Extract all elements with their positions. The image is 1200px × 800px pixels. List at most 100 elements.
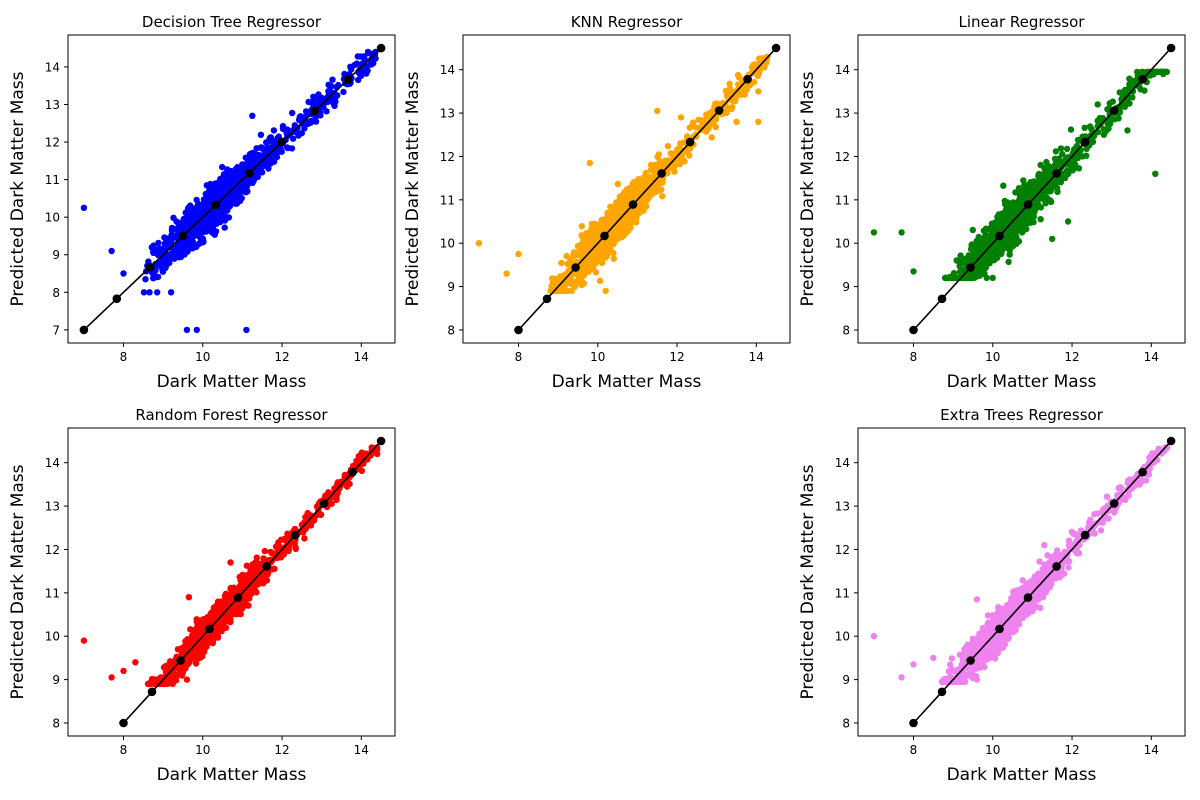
outlier-point — [1152, 170, 1159, 177]
y-tick-label: 7 — [52, 323, 60, 337]
axes-frame — [462, 34, 791, 344]
y-tick-label: 8 — [842, 323, 850, 337]
data-point — [1109, 98, 1117, 105]
data-point — [699, 120, 707, 127]
data-point — [1134, 68, 1141, 76]
chart-title: Decision Tree Regressor — [142, 13, 322, 31]
data-point — [162, 241, 169, 248]
data-point — [270, 127, 278, 134]
outlier-point — [120, 270, 127, 277]
data-point — [673, 155, 680, 162]
outlier-point — [755, 88, 762, 95]
outlier-point — [370, 60, 377, 67]
data-point — [257, 144, 264, 151]
data-point — [708, 134, 715, 141]
reference-marker — [771, 43, 781, 53]
data-point — [960, 266, 967, 274]
data-point — [326, 87, 334, 95]
reference-marker — [995, 231, 1004, 241]
data-point — [168, 231, 175, 238]
x-tick-label: 14 — [1144, 350, 1159, 364]
data-point — [1002, 201, 1009, 208]
data-point — [1126, 81, 1133, 88]
data-point — [226, 203, 234, 210]
data-point — [588, 252, 595, 259]
data-point — [614, 180, 622, 188]
data-point — [159, 265, 166, 272]
data-point — [234, 194, 241, 202]
reference-marker — [343, 75, 353, 84]
data-point — [216, 214, 224, 222]
data-point — [1015, 185, 1023, 192]
reference-marker — [743, 74, 752, 84]
data-point — [659, 193, 666, 200]
data-point — [1096, 115, 1104, 122]
data-point — [1044, 165, 1052, 172]
data-point — [578, 278, 585, 285]
outlier-point — [243, 326, 250, 334]
data-point — [1019, 229, 1026, 236]
data-point — [1013, 233, 1020, 241]
data-point — [1039, 177, 1047, 185]
x-tick-label: 8 — [910, 350, 918, 364]
data-point — [1130, 77, 1138, 85]
reference-marker — [600, 231, 609, 241]
outlier-point — [870, 229, 878, 236]
data-point — [155, 239, 162, 247]
data-point — [1002, 208, 1009, 215]
outlier-point — [1160, 70, 1167, 78]
data-point — [1040, 195, 1047, 203]
data-point — [944, 274, 951, 282]
data-point — [998, 248, 1005, 255]
data-point — [625, 213, 632, 220]
data-point — [969, 226, 976, 234]
data-point — [619, 230, 626, 237]
y-tick-label: 12 — [835, 150, 850, 164]
outlier-point — [898, 229, 905, 236]
x-axis-label: Dark Matter Mass — [157, 372, 307, 392]
data-point — [599, 241, 606, 248]
data-point — [655, 179, 662, 186]
data-point — [1019, 190, 1027, 197]
reference-marker — [277, 137, 287, 147]
reference-marker — [966, 263, 975, 272]
x-tick-label: 12 — [1064, 350, 1079, 364]
data-point — [1016, 198, 1023, 205]
data-point — [988, 224, 995, 231]
data-point — [361, 56, 368, 63]
data-point — [572, 251, 579, 259]
data-point — [978, 242, 985, 249]
data-point — [1100, 126, 1108, 133]
data-point — [647, 177, 654, 184]
data-point — [203, 196, 210, 203]
reference-marker — [244, 168, 254, 178]
data-point — [989, 254, 997, 262]
data-point — [615, 198, 622, 205]
data-point — [604, 244, 611, 252]
data-point — [609, 211, 616, 218]
data-point — [1052, 176, 1059, 183]
data-point — [735, 84, 743, 91]
data-point — [601, 251, 609, 258]
outlier-point — [183, 326, 191, 334]
data-point — [622, 199, 630, 206]
data-point — [1030, 178, 1038, 185]
data-point — [1010, 199, 1017, 207]
data-point — [983, 235, 990, 242]
y-tick-label: 13 — [835, 107, 850, 121]
axes-frame — [857, 34, 1186, 344]
y-tick-label: 13 — [440, 107, 455, 121]
data-point — [617, 203, 624, 210]
data-point — [192, 230, 199, 237]
data-point — [1151, 68, 1158, 76]
y-tick-label: 14 — [440, 63, 455, 77]
data-point — [627, 219, 635, 227]
data-point — [1047, 198, 1055, 205]
data-point — [643, 196, 651, 203]
x-axis-label: Dark Matter Mass — [552, 372, 702, 392]
data-point — [340, 88, 347, 96]
data-point — [743, 86, 750, 93]
data-point — [265, 165, 272, 172]
data-point — [150, 242, 157, 249]
data-point — [707, 111, 715, 118]
